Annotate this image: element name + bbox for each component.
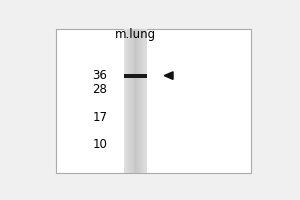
Bar bbox=[130, 29, 132, 173]
Bar bbox=[129, 29, 130, 173]
Bar bbox=[135, 29, 136, 173]
Bar bbox=[146, 29, 147, 173]
Bar bbox=[56, 29, 251, 173]
Text: 36: 36 bbox=[92, 69, 107, 82]
Bar bbox=[127, 29, 128, 173]
Bar bbox=[143, 29, 145, 173]
Bar bbox=[145, 29, 146, 173]
Text: 17: 17 bbox=[92, 111, 107, 124]
Bar bbox=[140, 29, 141, 173]
Bar bbox=[124, 74, 147, 78]
Bar bbox=[141, 29, 142, 173]
Bar bbox=[133, 29, 134, 173]
Text: 28: 28 bbox=[92, 83, 107, 96]
Text: 10: 10 bbox=[92, 138, 107, 151]
Bar bbox=[134, 29, 135, 173]
Bar bbox=[128, 29, 129, 173]
Bar bbox=[125, 29, 126, 173]
Bar bbox=[136, 29, 137, 173]
Polygon shape bbox=[164, 72, 173, 79]
Text: m.lung: m.lung bbox=[115, 28, 156, 41]
Bar bbox=[137, 29, 139, 173]
Bar bbox=[139, 29, 140, 173]
Bar bbox=[132, 29, 133, 173]
Bar bbox=[124, 29, 125, 173]
Bar bbox=[142, 29, 143, 173]
Bar bbox=[126, 29, 127, 173]
